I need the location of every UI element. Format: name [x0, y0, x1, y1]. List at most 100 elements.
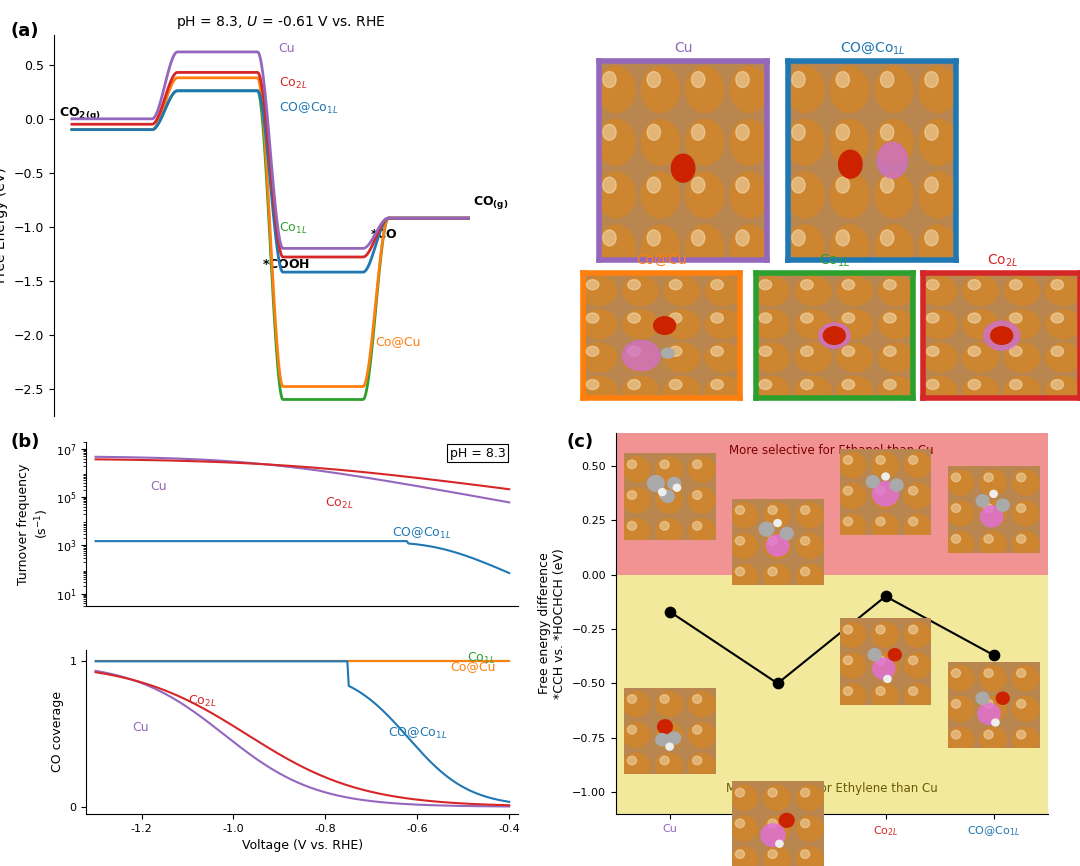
Circle shape [947, 666, 974, 691]
Circle shape [1045, 310, 1080, 339]
Circle shape [904, 483, 931, 508]
Circle shape [984, 504, 994, 513]
Text: Cu: Cu [279, 42, 295, 55]
Circle shape [754, 343, 789, 372]
Circle shape [623, 692, 650, 717]
Circle shape [796, 533, 823, 559]
Circle shape [623, 488, 650, 513]
Circle shape [875, 120, 913, 165]
Circle shape [883, 313, 896, 323]
Circle shape [647, 178, 661, 193]
Circle shape [800, 280, 813, 290]
Circle shape [735, 125, 750, 140]
Circle shape [876, 656, 886, 665]
Circle shape [831, 120, 868, 165]
Circle shape [768, 819, 778, 828]
Circle shape [691, 72, 705, 87]
Circle shape [927, 379, 939, 390]
Circle shape [836, 230, 850, 246]
Circle shape [1051, 280, 1064, 290]
Circle shape [843, 487, 852, 495]
Circle shape [764, 847, 791, 866]
Point [877, 590, 894, 604]
Circle shape [872, 653, 899, 678]
Circle shape [904, 653, 931, 678]
Text: Cu: Cu [674, 41, 693, 55]
Circle shape [796, 847, 823, 866]
Circle shape [962, 310, 999, 339]
Circle shape [648, 475, 664, 491]
Circle shape [883, 675, 891, 682]
Circle shape [672, 154, 694, 182]
Circle shape [904, 622, 931, 648]
Circle shape [872, 483, 899, 508]
Circle shape [968, 379, 981, 390]
Circle shape [962, 377, 999, 405]
Circle shape [688, 692, 715, 717]
Circle shape [875, 67, 913, 113]
Circle shape [764, 502, 791, 527]
Circle shape [735, 178, 750, 193]
Circle shape [754, 276, 789, 306]
Circle shape [878, 377, 914, 405]
Text: (b): (b) [11, 433, 40, 451]
Circle shape [908, 487, 918, 495]
Text: Cu: Cu [151, 480, 167, 493]
Circle shape [878, 343, 914, 372]
Circle shape [962, 276, 999, 306]
Circle shape [796, 502, 823, 527]
Circle shape [642, 120, 679, 165]
Circle shape [627, 346, 640, 356]
Circle shape [731, 816, 758, 841]
Circle shape [904, 453, 931, 478]
Circle shape [1016, 669, 1026, 677]
Circle shape [924, 72, 939, 87]
Circle shape [764, 785, 791, 811]
Circle shape [686, 67, 724, 113]
Circle shape [603, 125, 617, 140]
Circle shape [1016, 700, 1026, 708]
Circle shape [623, 519, 650, 544]
Circle shape [796, 565, 823, 589]
Text: pH = 8.3: pH = 8.3 [449, 447, 505, 460]
Circle shape [890, 479, 903, 491]
Point [769, 676, 786, 690]
Circle shape [735, 72, 750, 87]
Text: CO@Co$_{1L}$: CO@Co$_{1L}$ [392, 526, 451, 541]
Circle shape [997, 692, 1009, 704]
Circle shape [768, 506, 778, 514]
Circle shape [984, 730, 994, 739]
Circle shape [1012, 727, 1039, 753]
Circle shape [873, 658, 894, 679]
Text: Cu: Cu [133, 721, 149, 734]
Circle shape [927, 280, 939, 290]
Circle shape [823, 326, 846, 345]
Circle shape [795, 377, 832, 405]
Circle shape [1051, 379, 1064, 390]
Circle shape [997, 499, 1009, 511]
Circle shape [688, 488, 715, 513]
Circle shape [837, 310, 873, 339]
Circle shape [731, 785, 758, 811]
Circle shape [878, 276, 914, 306]
Circle shape [775, 840, 783, 847]
Circle shape [924, 125, 939, 140]
Circle shape [842, 313, 854, 323]
Circle shape [919, 67, 958, 113]
Circle shape [976, 692, 989, 704]
Circle shape [980, 666, 1007, 691]
Circle shape [735, 850, 744, 858]
Circle shape [947, 470, 974, 495]
Circle shape [800, 537, 810, 546]
Circle shape [660, 756, 670, 765]
Circle shape [876, 456, 886, 464]
Circle shape [664, 310, 700, 339]
Circle shape [919, 225, 958, 271]
X-axis label: Voltage (V vs. RHE): Voltage (V vs. RHE) [242, 839, 363, 852]
Circle shape [795, 343, 832, 372]
Circle shape [980, 470, 1007, 495]
Circle shape [673, 484, 680, 491]
Circle shape [868, 649, 881, 661]
Circle shape [1012, 532, 1039, 557]
Circle shape [603, 72, 617, 87]
